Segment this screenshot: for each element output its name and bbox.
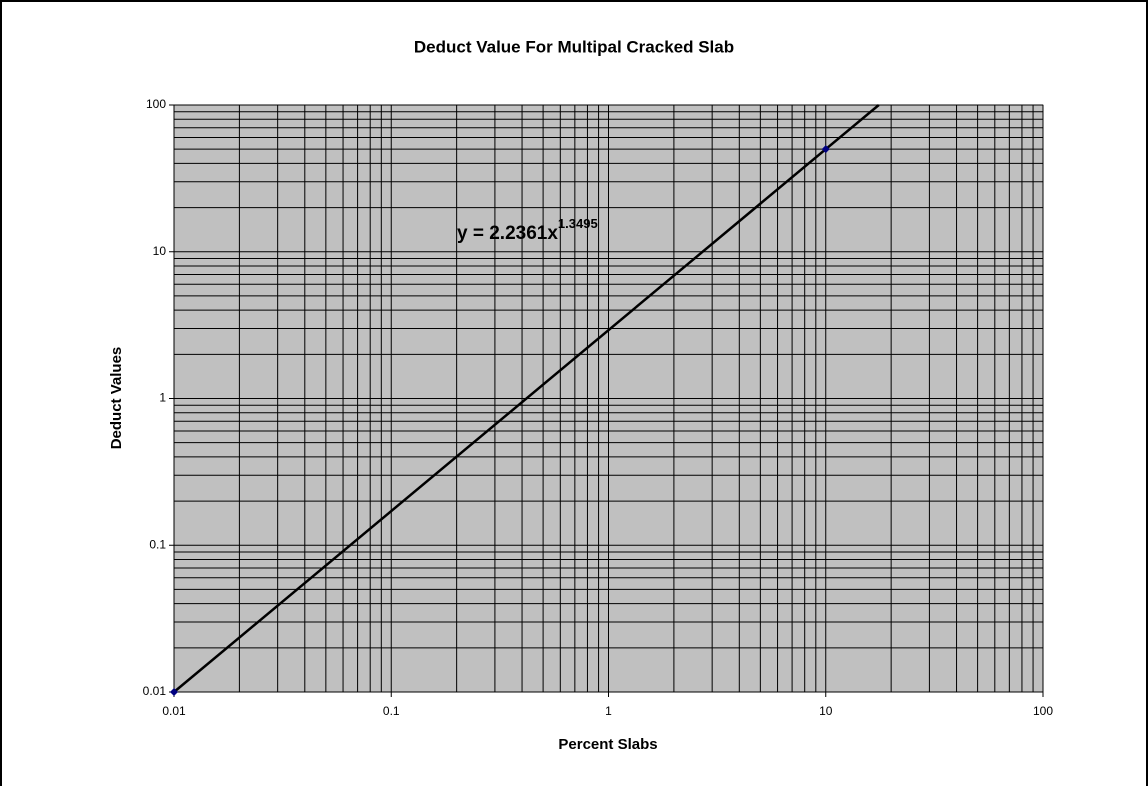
equation-exponent: 1.3495 [558, 216, 598, 231]
y-tick-label: 0.1 [149, 537, 166, 551]
data-point [821, 145, 830, 154]
y-tick-label: 0.01 [143, 684, 167, 698]
y-axis-label: Deduct Values [108, 347, 125, 450]
trendline-equation: y = 2.2361x1.3495 [457, 216, 598, 244]
y-tick-label: 10 [153, 244, 167, 258]
data-point [170, 688, 178, 696]
x-axis-label: Percent Slabs [558, 736, 657, 753]
equation-text: y = 2.2361x [457, 223, 558, 244]
x-tick-label: 0.01 [162, 704, 186, 718]
trendline [173, 104, 880, 693]
y-tick-label: 100 [146, 97, 166, 111]
x-tick-label: 1 [605, 704, 612, 718]
y-tick-label: 1 [159, 391, 166, 405]
chart-title: Deduct Value For Multipal Cracked Slab [414, 37, 734, 56]
x-tick-label: 0.1 [383, 704, 400, 718]
x-tick-label: 100 [1033, 704, 1053, 718]
x-tick-label: 10 [819, 704, 833, 718]
